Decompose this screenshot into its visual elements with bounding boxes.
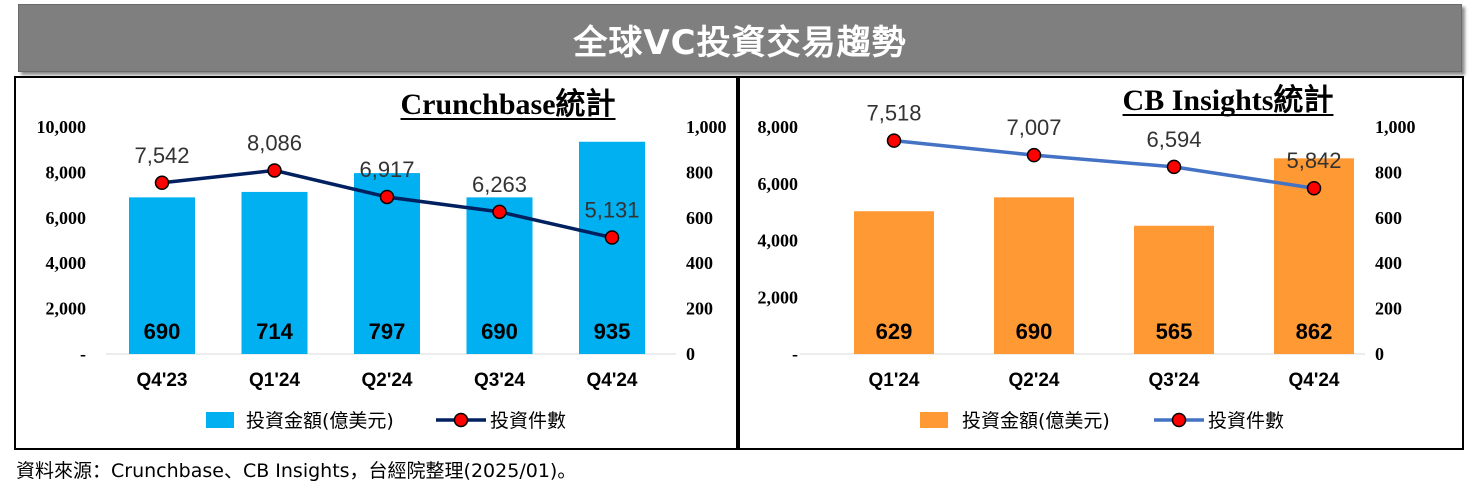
legend-marker: [1171, 412, 1187, 428]
point-value-label: 5,842: [1286, 148, 1341, 173]
data-point: [492, 204, 507, 220]
page-title: 全球VC投資交易趨勢: [573, 23, 907, 63]
category-label: Q2'24: [1009, 370, 1060, 391]
bar-value-label: 690: [1016, 319, 1053, 344]
bar: [579, 141, 645, 354]
source-note: 資料來源：Crunchbase、CB Insights，台經院整理(2025/0…: [16, 460, 577, 482]
left-axis-tick-label: 8,000: [46, 162, 87, 182]
category-label: Q1'24: [249, 370, 300, 391]
left-axis-tick-label: 2,000: [46, 299, 87, 319]
right-axis-tick-label: 600: [686, 208, 713, 228]
bar: [1134, 225, 1214, 354]
category-label: Q4'23: [137, 370, 188, 391]
right-axis-tick-label: 0: [686, 344, 695, 364]
bar-value-label: 935: [594, 319, 631, 344]
legend-bar-swatch: [920, 412, 948, 428]
right-axis-tick-label: 1,000: [686, 117, 727, 137]
bar-value-label: 629: [876, 319, 913, 344]
data-point: [1026, 147, 1042, 163]
point-value-label: 7,007: [1006, 115, 1061, 140]
right-axis-tick-label: 200: [1375, 299, 1402, 319]
bar: [241, 191, 308, 354]
data-point: [886, 133, 902, 148]
point-value-label: 7,542: [134, 143, 189, 168]
bar-value-label: 862: [1296, 319, 1333, 344]
crunchbase-chart: Crunchbase統計 - 2,000 4,000 6,000 8,000 10,000 0…: [37, 87, 727, 432]
bar: [466, 197, 533, 354]
point-value-label: 6,917: [359, 157, 414, 182]
left-axis-tick-label: 8,000: [758, 117, 799, 137]
legend-bar-label: 投資金額(億美元): [246, 410, 394, 432]
legend-marker: [453, 412, 469, 428]
point-value-label: 6,594: [1146, 127, 1201, 152]
legend-line-label: 投資件數: [1208, 410, 1284, 432]
left-axis-tick-label: 2,000: [758, 287, 799, 307]
left-axis-tick-label: 6,000: [46, 208, 87, 228]
bar-value-label: 690: [144, 319, 181, 344]
right-axis-tick-label: 0: [1375, 344, 1384, 364]
bar-value-label: 690: [481, 319, 518, 344]
point-value-label: 7,518: [866, 101, 921, 126]
right-axis-tick-label: 200: [686, 299, 713, 319]
point-value-label: 5,131: [584, 198, 639, 223]
right-axis-tick-label: 800: [686, 162, 713, 182]
category-label: Q4'24: [1289, 370, 1340, 391]
bar-value-label: 797: [369, 319, 406, 344]
right-axis-tick-label: 400: [1375, 253, 1402, 273]
bar-value-label: 714: [256, 319, 293, 344]
legend-bar-swatch: [206, 412, 234, 428]
cbinsights-chart-panel: CB Insights統計 - 2,000 4,000 6,000 8,000 0 200 40…: [738, 76, 1464, 450]
point-value-label: 8,086: [247, 130, 302, 155]
category-label: Q4'24: [587, 370, 638, 391]
bar-value-label: 565: [1156, 319, 1193, 344]
legend-bar-label: 投資金額(億美元): [962, 410, 1110, 432]
left-axis-tick-label: 6,000: [758, 174, 799, 194]
point-value-label: 6,263: [472, 172, 527, 197]
data-point: [379, 189, 395, 205]
cbinsights-chart: CB Insights統計 - 2,000 4,000 6,000 8,000 0 200 40…: [758, 83, 1416, 432]
right-axis-tick-label: 400: [686, 253, 713, 273]
chart-title: Crunchbase統計: [400, 87, 615, 121]
data-point: [1306, 180, 1322, 196]
left-axis-tick-label: 4,000: [758, 231, 799, 251]
crunchbase-chart-panel: Crunchbase統計 - 2,000 4,000 6,000 8,000 10,000 0…: [14, 76, 738, 450]
right-axis-tick-label: 1,000: [1375, 117, 1416, 137]
category-label: Q2'24: [362, 370, 413, 391]
bar: [129, 197, 195, 354]
left-axis-tick-label: 10,000: [37, 117, 87, 137]
left-axis-tick-label: -: [792, 344, 798, 364]
category-label: Q1'24: [869, 370, 920, 391]
chart-title: CB Insights統計: [1123, 83, 1334, 117]
data-point: [1166, 159, 1182, 175]
bar: [854, 211, 934, 354]
left-axis-tick-label: 4,000: [46, 253, 87, 273]
right-axis-tick-label: 800: [1375, 162, 1402, 182]
bar: [994, 197, 1074, 354]
legend-line-label: 投資件數: [490, 410, 566, 432]
right-axis-tick-label: 600: [1375, 208, 1402, 228]
series-line: [893, 138, 1315, 190]
left-axis-tick-label: -: [80, 344, 86, 364]
data-point: [604, 230, 620, 245]
category-label: Q3'24: [1149, 370, 1200, 391]
category-label: Q3'24: [474, 370, 525, 391]
data-point: [154, 175, 170, 191]
data-point: [267, 163, 282, 178]
title-banner: 全球VC投資交易趨勢: [18, 4, 1462, 72]
